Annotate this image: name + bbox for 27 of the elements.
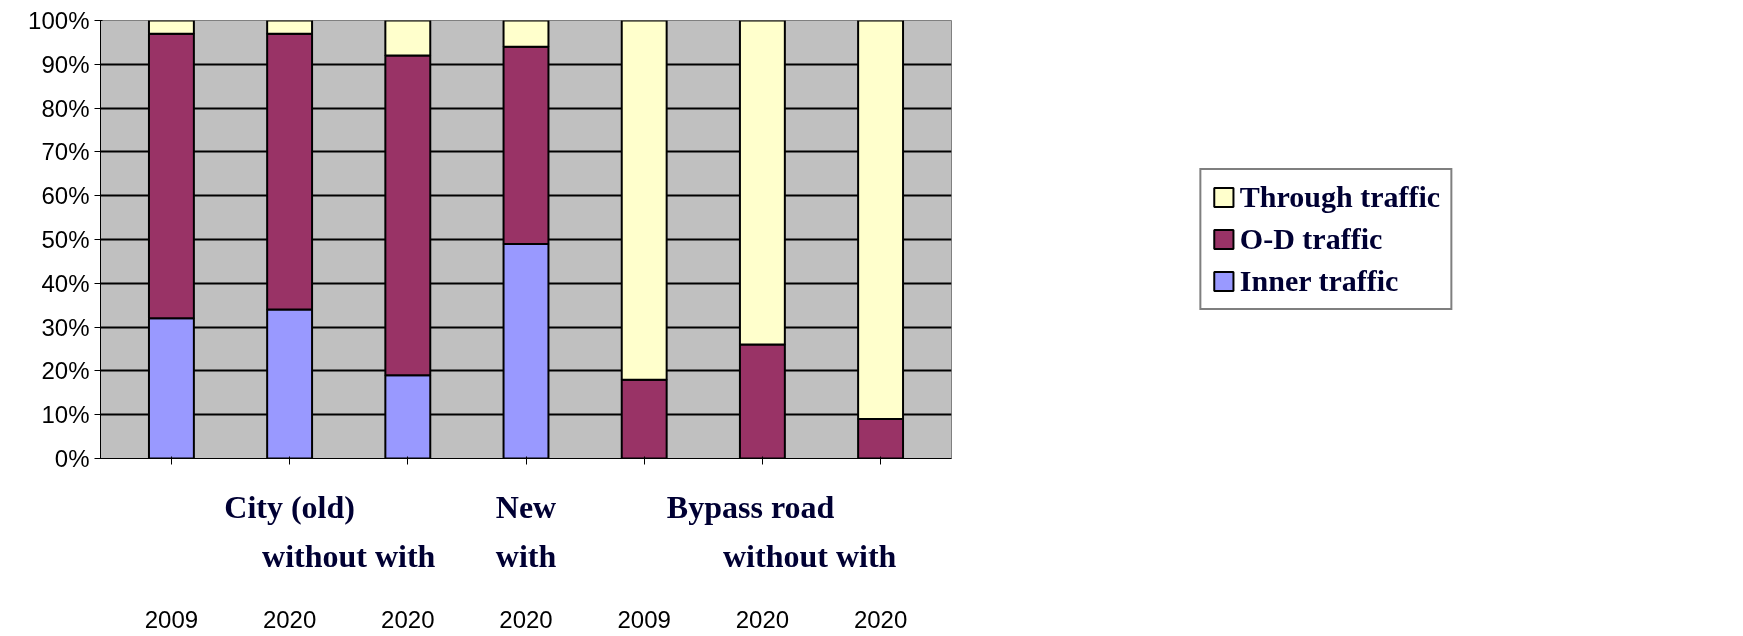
y-tick-label: 80%	[41, 94, 90, 122]
y-tick-label: 0%	[54, 445, 90, 472]
text: Bypass road	[666, 488, 835, 525]
x-tick-label: 2020	[262, 605, 317, 633]
y-tick-label: 50%	[41, 226, 90, 253]
legend-label: O-D traffic	[1239, 222, 1383, 256]
text: without with	[262, 537, 436, 574]
x-tick-label: 2020	[735, 605, 790, 633]
y-tick-label: 90%	[41, 50, 90, 78]
text: without with	[722, 537, 897, 574]
text: New	[495, 488, 557, 525]
y-tick-label: 60%	[41, 182, 90, 210]
y-tick-label: 100%	[28, 7, 90, 34]
x-tick-label: 2020	[499, 605, 553, 633]
y-tick-label: 40%	[41, 269, 90, 297]
legend-label: Inner traffic	[1239, 264, 1399, 298]
y-tick-label: 30%	[41, 313, 90, 341]
text: City (old)	[224, 488, 355, 525]
x-tick-label: 2009	[617, 605, 671, 633]
y-tick-label: 70%	[41, 138, 90, 166]
x-tick-label: 2020	[853, 605, 908, 633]
legend-label: Through traffic	[1239, 180, 1441, 214]
x-tick-label: 2009	[144, 605, 199, 633]
x-tick-label: 2020	[381, 605, 435, 633]
text: with	[495, 537, 557, 574]
y-tick-label: 10%	[41, 401, 90, 429]
y-tick-label: 20%	[41, 357, 90, 385]
